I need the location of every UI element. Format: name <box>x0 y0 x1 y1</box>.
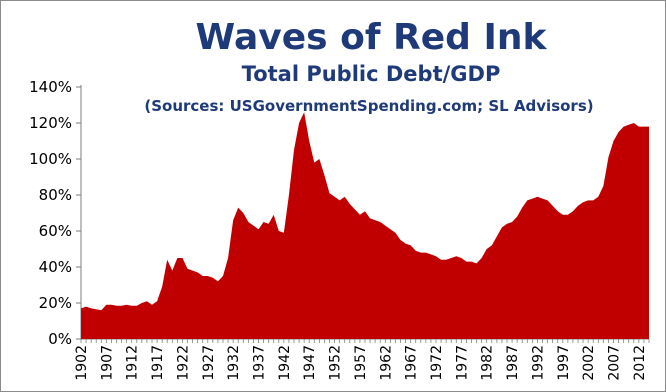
x-tick-label: 1922 <box>175 345 191 381</box>
x-tick-label: 1992 <box>530 345 546 381</box>
x-tick-label: 1952 <box>328 345 344 381</box>
x-tick-label: 1907 <box>99 345 115 381</box>
series-area <box>81 112 649 339</box>
x-tick-label: 1997 <box>556 345 572 381</box>
x-tick-label: 1932 <box>226 345 242 381</box>
x-tick-label: 2012 <box>632 345 648 381</box>
x-tick-label: 1912 <box>125 345 141 381</box>
y-tick-label: 120% <box>29 114 72 132</box>
x-tick-label: 1902 <box>74 345 90 381</box>
x-tick-label: 1947 <box>302 345 318 381</box>
y-tick-label: 80% <box>39 186 72 204</box>
y-tick-label: 60% <box>39 222 72 240</box>
chart-title: Waves of Red Ink <box>196 17 548 58</box>
x-tick-label: 1987 <box>505 345 521 381</box>
x-tick-label: 1982 <box>480 345 496 381</box>
x-tick-label: 1942 <box>277 345 293 381</box>
chart-subtitle: Total Public Debt/GDP <box>242 62 501 86</box>
x-tick-label: 1937 <box>252 345 268 381</box>
y-tick-label: 20% <box>39 294 72 312</box>
x-tick-label: 1927 <box>201 345 217 381</box>
x-tick-label: 1917 <box>150 345 166 381</box>
x-tick-label: 2007 <box>607 345 623 381</box>
plot-area <box>81 112 649 339</box>
y-tick-label: 40% <box>39 258 72 276</box>
y-tick-label: 140% <box>29 78 72 96</box>
x-tick-label: 1972 <box>429 345 445 381</box>
y-tick-label: 100% <box>29 150 72 168</box>
x-tick-label: 1962 <box>378 345 394 381</box>
x-tick-label: 1957 <box>353 345 369 381</box>
titles: Waves of Red Ink Total Public Debt/GDP (… <box>144 17 593 115</box>
x-tick-label: 1967 <box>404 345 420 381</box>
y-tick-label: 0% <box>48 330 72 348</box>
x-tick-label: 2002 <box>581 345 597 381</box>
x-tick-label: 1977 <box>454 345 470 381</box>
chart-source-note: (Sources: USGovernmentSpending.com; SL A… <box>144 97 593 115</box>
